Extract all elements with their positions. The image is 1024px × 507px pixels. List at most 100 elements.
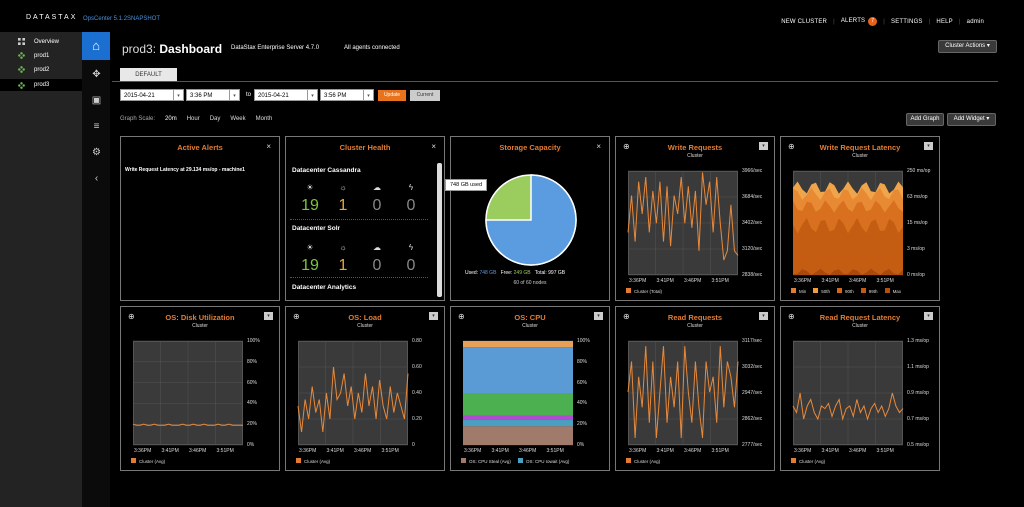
scale-option-hour[interactable]: Hour — [186, 116, 200, 122]
dc-divider — [290, 219, 428, 220]
database-icon[interactable]: ≡ — [93, 121, 100, 132]
y-tick-label: 0.9 ms/op — [907, 390, 929, 396]
panel-title: Cluster Health — [339, 143, 391, 152]
legend-item[interactable]: Cluster (Avg) — [626, 458, 660, 464]
gear-icon[interactable]: ⚙ — [92, 147, 101, 158]
to-time-value: 3:56 PM — [324, 93, 347, 99]
series-line — [297, 366, 409, 433]
warning-count: 1 — [338, 257, 348, 274]
legend-item[interactable]: Max — [884, 288, 901, 294]
sun-icon: ☀ — [306, 183, 314, 192]
legend-label: OS: CPU Steal (Avg) — [469, 459, 511, 464]
series-line — [792, 392, 904, 421]
legend-item[interactable]: Cluster (Avg) — [791, 458, 825, 464]
legend-item[interactable]: OS: CPU Steal (Avg) — [461, 458, 511, 464]
zoom-icon[interactable]: ⊕ — [128, 312, 135, 321]
alerts-link[interactable]: ALERTS 7 — [841, 17, 878, 26]
current-button[interactable]: Current — [410, 90, 440, 101]
panel-menu-button[interactable]: ▾ — [429, 312, 438, 320]
legend-item[interactable]: OS: CPU Iowait (Avg) — [517, 458, 569, 464]
cluster-name: prod3: — [122, 42, 157, 56]
panel-menu-button[interactable]: ▾ — [924, 142, 933, 150]
zoom-icon[interactable]: ⊕ — [458, 312, 465, 321]
zoom-icon[interactable]: ⊕ — [623, 312, 630, 321]
partly-sunny-icon: ☼ — [339, 183, 347, 192]
cluster-actions-label: Cluster Actions — [945, 43, 986, 49]
dashboard-icon[interactable]: ▣ — [91, 95, 102, 106]
cluster-sidebar: Overview prod1 prod2 prod3 — [0, 32, 82, 507]
legend-item[interactable]: 90th — [837, 288, 854, 294]
legend-swatch — [131, 458, 136, 463]
home-icon[interactable]: ⌂ — [82, 32, 110, 60]
chart-legend: Cluster (Total) — [626, 288, 669, 294]
legend-item[interactable]: Cluster (Avg) — [296, 458, 330, 464]
zoom-icon[interactable]: ⊕ — [788, 312, 795, 321]
collapse-icon[interactable]: ‹ — [94, 173, 99, 184]
legend-item[interactable]: Cluster (Avg) — [131, 458, 165, 464]
panel-menu-button[interactable]: ▾ — [924, 312, 933, 320]
close-icon[interactable]: × — [431, 142, 436, 151]
sidebar-item-prod2[interactable]: prod2 — [18, 66, 49, 73]
series-line — [627, 346, 739, 439]
close-icon[interactable]: × — [266, 142, 271, 151]
storage-capacity-panel: Storage Capacity × 748 GB used Used: 748… — [445, 136, 610, 301]
y-tick-label: 3402/sec — [742, 220, 763, 226]
chart-svg — [297, 340, 409, 446]
new-cluster-link[interactable]: NEW CLUSTER — [781, 18, 828, 25]
pie-slice-used[interactable] — [485, 174, 577, 266]
panel-menu-button[interactable]: ▾ — [759, 312, 768, 320]
tab-default[interactable]: DEFAULT — [120, 68, 177, 82]
series-line — [627, 172, 739, 261]
scrollbar[interactable] — [437, 163, 442, 297]
panel-menu-button[interactable]: ▾ — [759, 142, 768, 150]
cpu-band — [463, 415, 573, 421]
nodes-icon[interactable]: ✥ — [92, 69, 101, 80]
scale-option-week[interactable]: Week — [230, 116, 246, 122]
sidebar-item-overview[interactable]: Overview — [18, 38, 59, 45]
graph-scale: Graph Scale: 20m Hour Day Week Month — [120, 116, 282, 122]
user-menu[interactable]: admin — [966, 18, 984, 25]
to-time-field[interactable]: 3:56 PM ▾ — [320, 89, 374, 101]
to-date-field[interactable]: 2015-04-21 ▾ — [254, 89, 318, 101]
legend-label: Cluster (Avg) — [139, 459, 166, 464]
legend-item[interactable]: 99th — [860, 288, 878, 294]
close-icon[interactable]: × — [596, 142, 601, 151]
scale-option-month[interactable]: Month — [255, 116, 273, 122]
panel-menu-button[interactable]: ▾ — [264, 312, 273, 320]
from-date-field[interactable]: 2015-04-21 ▾ — [120, 89, 184, 101]
update-button[interactable]: Update — [378, 90, 406, 101]
x-tick-label: 3:36PM — [629, 448, 647, 454]
zoom-icon[interactable]: ⊕ — [293, 312, 300, 321]
legend-item[interactable]: Cluster (Total) — [626, 288, 662, 294]
cpu-band — [463, 393, 573, 416]
dc-name: Datacenter Cassandra — [292, 167, 361, 174]
sidebar-item-prod3[interactable]: prod3 — [0, 79, 82, 91]
scale-option-20m[interactable]: 20m — [165, 116, 177, 122]
partly-sunny-icon: ☼ — [339, 243, 347, 252]
settings-link[interactable]: SETTINGS — [891, 18, 923, 25]
y-tick-label: 100% — [247, 338, 260, 344]
zoom-icon[interactable]: ⊕ — [788, 142, 795, 151]
cloud-icon: ☁ — [373, 243, 381, 252]
cluster-actions-button[interactable]: Cluster Actions ▾ — [938, 40, 997, 53]
legend-item[interactable]: 50th — [813, 288, 830, 294]
legend-swatch — [626, 288, 631, 293]
legend-label: Cluster (Avg) — [304, 459, 331, 464]
y-tick-label: 60% — [577, 379, 588, 386]
legend-item[interactable]: Min — [791, 288, 806, 294]
scale-option-day[interactable]: Day — [209, 116, 221, 122]
alert-item[interactable]: Write Request Latency at 29.134 ms/op - … — [125, 167, 245, 173]
legend-swatch — [296, 458, 301, 463]
add-graph-button[interactable]: Add Graph — [906, 113, 944, 126]
sidebar-item-prod1[interactable]: prod1 — [18, 52, 49, 59]
latency-band — [793, 268, 903, 275]
x-tick-label: 3:46PM — [849, 448, 867, 454]
panel-subtitle: Cluster — [522, 323, 538, 329]
lightning-icon: ϟ — [408, 183, 414, 192]
help-link[interactable]: HELP — [936, 18, 953, 25]
panel-menu-button[interactable]: ▾ — [594, 312, 603, 320]
y-tick-label: 3120/sec — [742, 246, 763, 252]
add-widget-button[interactable]: Add Widget ▾ — [947, 113, 996, 126]
from-time-field[interactable]: 3:36 PM ▾ — [186, 89, 240, 101]
zoom-icon[interactable]: ⊕ — [623, 142, 630, 151]
